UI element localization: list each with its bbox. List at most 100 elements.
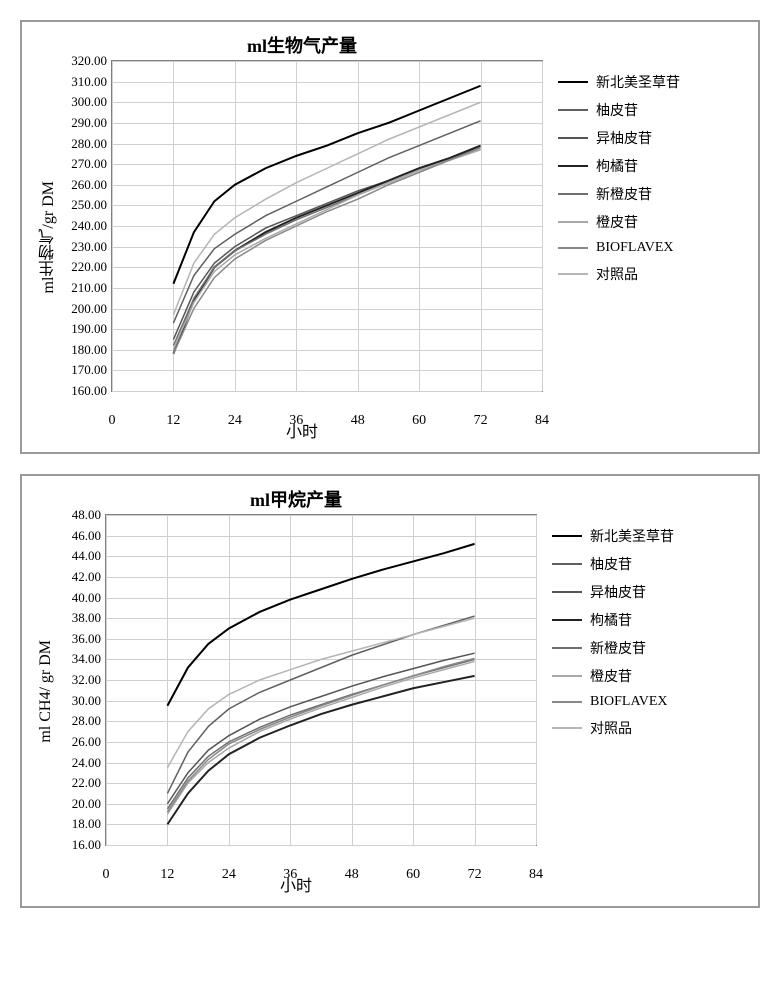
legend-item: BIOFLAVEX [558, 240, 680, 256]
legend-swatch [558, 247, 588, 249]
legend-label: 橙皮苷 [590, 666, 632, 686]
legend-swatch [552, 535, 582, 537]
legend-swatch [552, 563, 582, 565]
legend-item: 新北美圣草苷 [552, 526, 674, 546]
x-tick-label: 0 [103, 867, 110, 883]
y-tick-label: 260.00 [71, 177, 107, 193]
y-tick-label: 190.00 [71, 321, 107, 337]
legend-label: 对照品 [596, 264, 638, 284]
legend-label: 新橙皮苷 [590, 638, 646, 658]
legend-label: 柚皮苷 [596, 100, 638, 120]
legend-label: BIOFLAVEX [590, 694, 668, 710]
legend-swatch [552, 675, 582, 677]
biogas-chart-container: ml生物气/gr DM ml生物气产量 160.00170.00180.0019… [20, 20, 760, 454]
legend-swatch [558, 109, 588, 111]
series-line [173, 148, 480, 354]
chart2-legend: 新北美圣草苷柚皮苷异柚皮苷枸橘苷新橙皮苷橙皮苷 BIOFLAVEX 对照品 [552, 526, 674, 746]
series-line [167, 653, 474, 804]
series-line [167, 658, 474, 812]
legend-label: 新北美圣草苷 [596, 72, 680, 92]
chart2-ylabel: ml CH4/ gr DM [32, 640, 55, 743]
chart1-plot-wrapper: ml生物气产量 160.00170.00180.00190.00200.0021… [61, 32, 543, 442]
legend-label: 橙皮苷 [596, 212, 638, 232]
legend-item: 新橙皮苷 [558, 184, 680, 204]
y-tick-label: 32.00 [72, 672, 101, 688]
grid-line-v [542, 61, 543, 391]
y-tick-label: 180.00 [71, 342, 107, 358]
y-tick-label: 36.00 [72, 631, 101, 647]
x-tick-label: 48 [345, 867, 359, 883]
x-tick-label: 0 [109, 413, 116, 429]
y-tick-label: 48.00 [72, 507, 101, 523]
chart1-plot-area: 160.00170.00180.00190.00200.00210.00220.… [111, 60, 543, 392]
legend-item: 柚皮苷 [558, 100, 680, 120]
legend-item: 柚皮苷 [552, 554, 674, 574]
y-tick-label: 160.00 [71, 383, 107, 399]
series-line [167, 676, 474, 825]
legend-label: BIOFLAVEX [596, 240, 674, 256]
x-tick-label: 84 [535, 413, 549, 429]
legend-swatch [558, 273, 588, 275]
chart-svg [106, 515, 536, 845]
y-tick-label: 22.00 [72, 775, 101, 791]
series-line [173, 86, 480, 284]
x-tick-label: 24 [222, 867, 236, 883]
y-tick-label: 26.00 [72, 734, 101, 750]
x-tick-label: 36 [289, 413, 303, 429]
y-tick-label: 310.00 [71, 74, 107, 90]
y-tick-label: 16.00 [72, 837, 101, 853]
legend-label: 异柚皮苷 [596, 128, 652, 148]
y-tick-label: 44.00 [72, 548, 101, 564]
chart-svg [112, 61, 542, 391]
legend-item: 枸橘苷 [558, 156, 680, 176]
y-tick-label: 250.00 [71, 197, 107, 213]
legend-item: 对照品 [552, 718, 674, 738]
legend-item: 橙皮苷 [558, 212, 680, 232]
y-tick-label: 240.00 [71, 218, 107, 234]
y-tick-label: 210.00 [71, 280, 107, 296]
y-tick-label: 290.00 [71, 115, 107, 131]
legend-item: 新北美圣草苷 [558, 72, 680, 92]
y-tick-label: 200.00 [71, 301, 107, 317]
x-tick-label: 48 [351, 413, 365, 429]
legend-swatch [552, 647, 582, 649]
y-tick-label: 18.00 [72, 816, 101, 832]
legend-label: 新北美圣草苷 [590, 526, 674, 546]
legend-item: BIOFLAVEX [552, 694, 674, 710]
legend-label: 新橙皮苷 [596, 184, 652, 204]
legend-label: 枸橘苷 [596, 156, 638, 176]
legend-label: 柚皮苷 [590, 554, 632, 574]
grid-line-v [536, 515, 537, 845]
legend-label: 异柚皮苷 [590, 582, 646, 602]
chart2-title: ml甲烷产量 [55, 486, 537, 512]
grid-line-h [106, 845, 536, 846]
chart2-plot-area: 16.0018.0020.0022.0024.0026.0028.0030.00… [105, 514, 537, 846]
legend-swatch [558, 137, 588, 139]
x-tick-label: 36 [283, 867, 297, 883]
series-line [173, 148, 480, 340]
y-tick-label: 220.00 [71, 259, 107, 275]
y-tick-label: 320.00 [71, 53, 107, 69]
y-tick-label: 28.00 [72, 713, 101, 729]
x-tick-label: 24 [228, 413, 242, 429]
series-line [167, 544, 474, 706]
series-line [167, 659, 474, 809]
series-line [173, 102, 480, 314]
legend-swatch [558, 221, 588, 223]
x-tick-label: 12 [166, 413, 180, 429]
series-line [173, 121, 480, 323]
legend-item: 新橙皮苷 [552, 638, 674, 658]
legend-item: 橙皮苷 [552, 666, 674, 686]
chart1-title: ml生物气产量 [61, 32, 543, 58]
chart1-ylabel: ml生物气/gr DM [32, 181, 61, 293]
series-line [173, 150, 480, 346]
x-tick-label: 84 [529, 867, 543, 883]
methane-chart-container: ml CH4/ gr DM ml甲烷产量 16.0018.0020.0022.0… [20, 474, 760, 908]
y-tick-label: 42.00 [72, 569, 101, 585]
chart1-legend: 新北美圣草苷柚皮苷异柚皮苷枸橘苷新橙皮苷橙皮苷 BIOFLAVEX 对照品 [558, 72, 680, 292]
legend-swatch [552, 619, 582, 621]
y-tick-label: 170.00 [71, 362, 107, 378]
chart2-plot-wrapper: ml甲烷产量 16.0018.0020.0022.0024.0026.0028.… [55, 486, 537, 896]
legend-label: 枸橘苷 [590, 610, 632, 630]
y-tick-label: 34.00 [72, 651, 101, 667]
